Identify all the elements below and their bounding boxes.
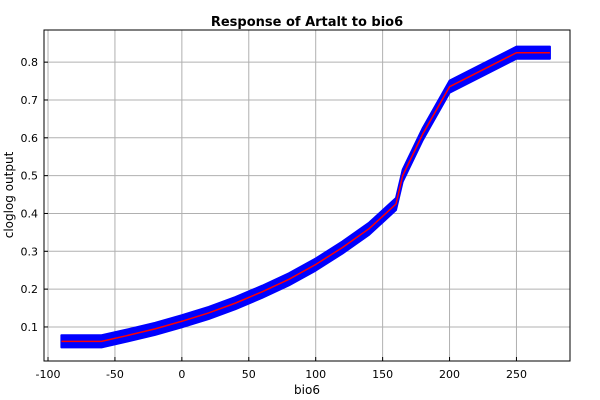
x-tick-label: 150 [372,368,393,381]
response-line [61,51,550,343]
x-tick-label: 50 [242,368,256,381]
chart-title: Response of Artalt to bio6 [211,15,403,30]
x-tick-label: -100 [36,368,61,381]
y-axis-label: cloglog output [2,151,16,238]
x-tick-label: -50 [106,368,124,381]
y-tick-label: 0.6 [21,132,39,145]
y-tick-label: 0.8 [21,56,39,69]
y-tick-label: 0.2 [21,283,39,296]
x-tick-label: 250 [506,368,527,381]
plot-frame [43,29,571,362]
x-axis-label: bio6 [294,383,320,397]
y-tick-label: 0.3 [21,245,39,258]
y-tick-label: 0.5 [21,170,39,183]
y-tick-label: 0.1 [21,321,39,334]
confidence-band [60,45,551,349]
y-tick-label: 0.7 [21,94,39,107]
x-tick-label: 200 [439,368,460,381]
y-tick-label: 0.4 [21,207,39,220]
x-tick-label: 0 [178,368,185,381]
x-tick-label: 100 [305,368,326,381]
